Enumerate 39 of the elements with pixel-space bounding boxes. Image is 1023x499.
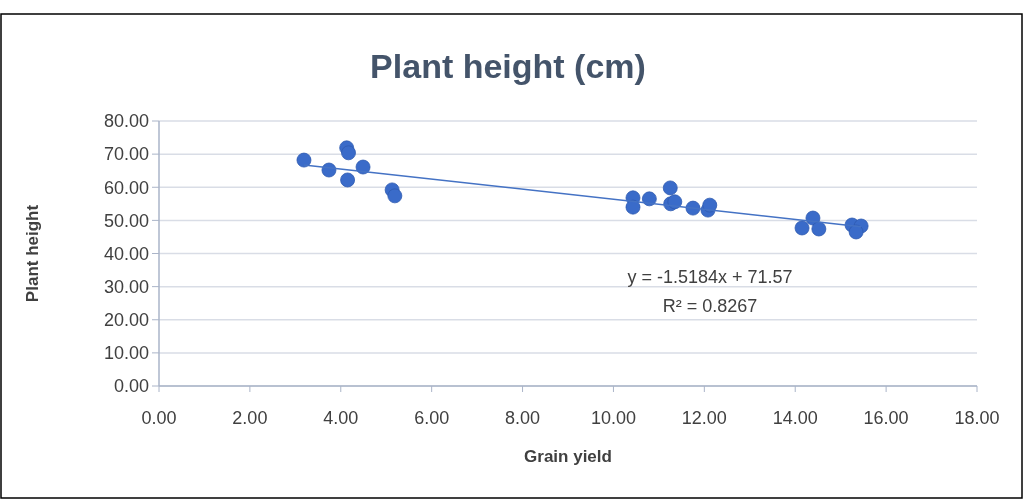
x-tick-label: 4.00 — [323, 408, 359, 428]
annotation: y = -1.5184x + 71.57 — [627, 267, 793, 288]
point — [625, 199, 641, 215]
point — [296, 152, 312, 168]
y-tick-label: 0.00 — [113, 376, 149, 397]
point — [794, 220, 810, 236]
point — [341, 145, 356, 161]
chart-title: Plant height (cm) — [370, 47, 646, 85]
x-tick-label: 14.00 — [772, 408, 818, 428]
point — [321, 162, 337, 178]
x-tick-label: 10.00 — [590, 408, 636, 428]
point — [848, 224, 864, 240]
point — [340, 172, 355, 188]
annotation: R² = 0.8267 — [662, 296, 758, 317]
y-tick-label: 10.00 — [103, 343, 149, 364]
point — [702, 197, 718, 213]
y-tick-label: 20.00 — [103, 310, 149, 331]
x-tick-label: 16.00 — [863, 408, 909, 428]
y-tick-label: 60.00 — [103, 177, 149, 198]
y-axis-title: Plant height — [23, 204, 42, 303]
point — [811, 221, 827, 237]
x-tick-label: 0.00 — [141, 408, 177, 428]
point — [667, 194, 683, 210]
x-tick-label: 2.00 — [232, 408, 268, 428]
y-tick-label: 70.00 — [103, 144, 149, 165]
point — [387, 188, 403, 204]
x-tick-label: 8.00 — [505, 408, 541, 428]
y-tick-label: 40.00 — [103, 243, 149, 264]
point — [685, 200, 701, 216]
y-tick-label: 30.00 — [103, 276, 149, 297]
point — [662, 180, 678, 196]
x-tick-label: 18.00 — [954, 408, 1000, 428]
y-tick-label: 50.00 — [103, 210, 149, 231]
x-axis-title: Grain yield — [524, 447, 612, 466]
x-tick-label: 12.00 — [681, 408, 727, 428]
x-tick-label: 6.00 — [414, 408, 450, 428]
point — [641, 191, 657, 207]
point — [355, 159, 371, 175]
y-tick-label: 80.00 — [103, 111, 149, 132]
